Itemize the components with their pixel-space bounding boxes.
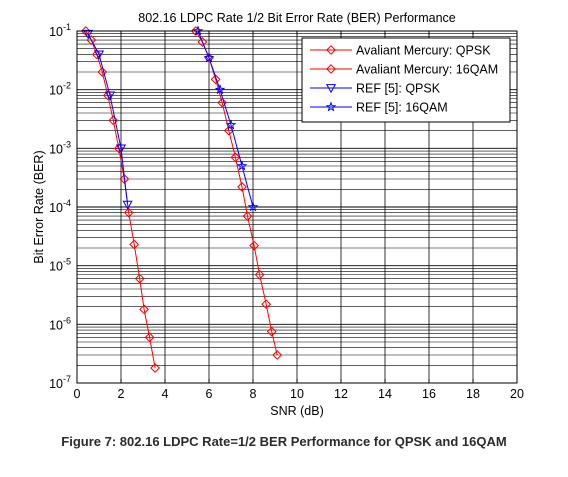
data-point bbox=[223, 125, 234, 136]
data-point bbox=[150, 363, 161, 373]
y-tick-label: 10-3 bbox=[49, 139, 71, 156]
data-point bbox=[82, 29, 94, 39]
legend-label: Avaliant Mercury: QPSK bbox=[356, 44, 491, 58]
x-tick-label: 6 bbox=[206, 387, 213, 401]
data-point bbox=[225, 119, 237, 130]
legend-label: REF [5]: 16QAM bbox=[356, 101, 448, 115]
series-1 bbox=[80, 26, 161, 373]
x-tick-label: 16 bbox=[422, 387, 436, 401]
data-point bbox=[139, 304, 150, 315]
data-point bbox=[93, 50, 105, 60]
legend-entry: Avaliant Mercury: QPSK bbox=[310, 44, 491, 58]
data-point bbox=[325, 101, 337, 112]
legend-box bbox=[301, 37, 511, 123]
y-axis-ticks: 10-7 10-6 10-5 10-4 10-3 10-2 10-1 bbox=[49, 22, 71, 391]
data-point bbox=[261, 299, 272, 310]
data-point bbox=[134, 273, 145, 284]
legend: Avaliant Mercury: QPSK Avaliant Mercury: … bbox=[301, 37, 511, 123]
data-point bbox=[197, 37, 208, 47]
data-point bbox=[129, 239, 140, 250]
data-point bbox=[144, 332, 155, 343]
data-point bbox=[266, 326, 277, 337]
data-point bbox=[326, 45, 336, 55]
x-axis-ticks: 0 2 4 6 8 10 12 14 16 18 20 bbox=[74, 31, 524, 401]
data-point bbox=[254, 269, 265, 280]
x-tick-label: 14 bbox=[378, 387, 392, 401]
data-point bbox=[230, 152, 241, 163]
y-tick-label: 10-5 bbox=[49, 257, 71, 274]
ber-chart: 802.16 LDPC Rate 1/2 Bit Error Rate (BER… bbox=[32, 11, 524, 418]
x-tick-label: 0 bbox=[74, 387, 81, 401]
data-point bbox=[325, 84, 337, 94]
data-point bbox=[86, 35, 97, 45]
figure-caption: Figure 7: 802.16 LDPC Rate=1/2 BER Perfo… bbox=[61, 434, 507, 449]
data-point bbox=[217, 97, 228, 108]
data-point bbox=[237, 182, 247, 192]
data-point bbox=[247, 201, 259, 212]
x-axis-label: SNR (dB) bbox=[270, 404, 323, 418]
x-tick-label: 18 bbox=[466, 387, 480, 401]
data-point bbox=[203, 52, 215, 63]
series-3 bbox=[82, 29, 133, 210]
legend-entry: Avaliant Mercury: 16QAM bbox=[310, 63, 498, 77]
legend-label: REF [5]: QPSK bbox=[356, 82, 441, 96]
y-axis-label: Bit Error Rate (BER) bbox=[32, 150, 46, 263]
data-point bbox=[122, 200, 133, 210]
legend-label: Avaliant Mercury: 16QAM bbox=[356, 63, 498, 77]
data-point bbox=[91, 49, 102, 60]
y-tick-label: 10-2 bbox=[49, 81, 71, 98]
data-point bbox=[104, 91, 116, 101]
y-tick-label: 10-7 bbox=[49, 374, 71, 391]
y-tick-label: 10-4 bbox=[49, 198, 71, 215]
chart-title: 802.16 LDPC Rate 1/2 Bit Error Rate (BER… bbox=[138, 11, 456, 25]
series-4 bbox=[192, 25, 259, 212]
x-tick-label: 8 bbox=[250, 387, 257, 401]
data-point bbox=[249, 240, 260, 251]
data-point bbox=[192, 25, 204, 36]
series-line bbox=[87, 33, 129, 205]
data-point bbox=[272, 350, 283, 360]
data-point bbox=[102, 90, 113, 101]
y-tick-label: 10-6 bbox=[49, 315, 71, 332]
x-tick-label: 4 bbox=[162, 387, 169, 401]
data-point bbox=[113, 143, 124, 154]
series-line bbox=[197, 30, 254, 208]
data-point bbox=[123, 207, 134, 218]
data-point bbox=[236, 160, 248, 171]
x-tick-label: 20 bbox=[510, 387, 524, 401]
data-point bbox=[210, 74, 221, 85]
data-point bbox=[326, 64, 336, 74]
x-tick-label: 2 bbox=[118, 387, 125, 401]
x-tick-label: 10 bbox=[290, 387, 304, 401]
y-tick-label: 10-1 bbox=[49, 22, 71, 39]
legend-entry: REF [5]: QPSK bbox=[310, 82, 441, 96]
data-point bbox=[119, 174, 130, 184]
data-point bbox=[80, 26, 91, 36]
data-point bbox=[214, 84, 226, 95]
data-point bbox=[97, 67, 108, 77]
data-point bbox=[242, 211, 253, 221]
legend-entry: REF [5]: 16QAM bbox=[310, 101, 448, 115]
data-point bbox=[108, 115, 119, 126]
x-tick-label: 12 bbox=[334, 387, 348, 401]
data-point bbox=[115, 144, 127, 154]
data-series bbox=[80, 25, 283, 373]
